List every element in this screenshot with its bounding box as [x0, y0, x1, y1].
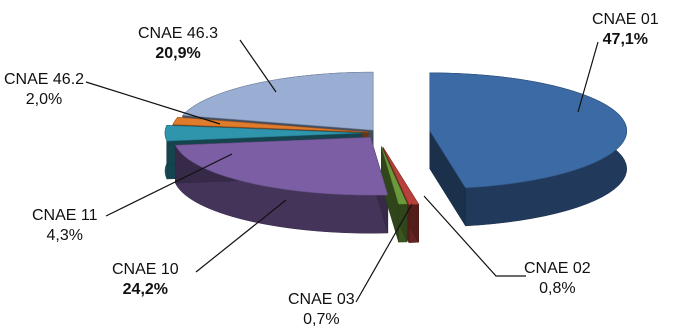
- leader-line-cnae-10: [195, 199, 287, 273]
- slice-cnae-11: [164, 125, 363, 142]
- leader-line-cnae-02: [423, 195, 526, 277]
- slice-cnae-02: [382, 147, 420, 206]
- pie-tops: [164, 71, 628, 206]
- slice-label-value: 47,1%: [602, 31, 649, 48]
- leader-line-cnae-03: [355, 203, 413, 303]
- slice-label-name: CNAE 01: [592, 11, 659, 28]
- slice-cnae-46-2: [172, 117, 369, 133]
- slice-label-value: 4,3%: [46, 227, 83, 244]
- label-cnae-46-3: CNAE 46.3 20,9%: [138, 24, 218, 64]
- label-cnae-03: CNAE 03 0,7%: [288, 290, 355, 330]
- slice-label-name: CNAE 46.2: [4, 71, 85, 88]
- label-cnae-46-2: CNAE 46.2 2,0%: [4, 70, 84, 110]
- leader-line-cnae-01: [577, 41, 599, 113]
- leader-line-cnae-46-2: [85, 81, 221, 125]
- slice-cnae-01: [429, 72, 628, 189]
- slice-cnae-10: [174, 136, 389, 196]
- slice-label-name: CNAE 10: [112, 261, 179, 278]
- slice-label-value: 0,8%: [539, 280, 576, 297]
- label-cnae-11: CNAE 11 4,3%: [32, 206, 98, 246]
- slice-label-value: 20,9%: [155, 45, 201, 62]
- slice-label-value: 2,0%: [25, 91, 63, 108]
- slice-label-name: CNAE 46.3: [138, 25, 219, 42]
- leader-lines: [85, 39, 599, 303]
- slice-label-name: CNAE 11: [32, 207, 98, 224]
- leader-line-cnae-11: [105, 153, 233, 217]
- slice-label-name: CNAE 02: [524, 260, 591, 277]
- label-cnae-02: CNAE 02 0,8%: [524, 259, 591, 299]
- slice-label-name: CNAE 03: [288, 291, 355, 308]
- slice-label-value: 24,2%: [122, 281, 169, 298]
- slice-cnae-46-3: [181, 71, 374, 131]
- leader-line-cnae-46-3: [239, 39, 277, 93]
- slice-label-value: 0,7%: [303, 311, 340, 328]
- slice-cnae-03: [381, 146, 408, 205]
- label-cnae-01: CNAE 01 47,1%: [592, 10, 659, 50]
- label-cnae-10: CNAE 10 24,2%: [112, 260, 179, 300]
